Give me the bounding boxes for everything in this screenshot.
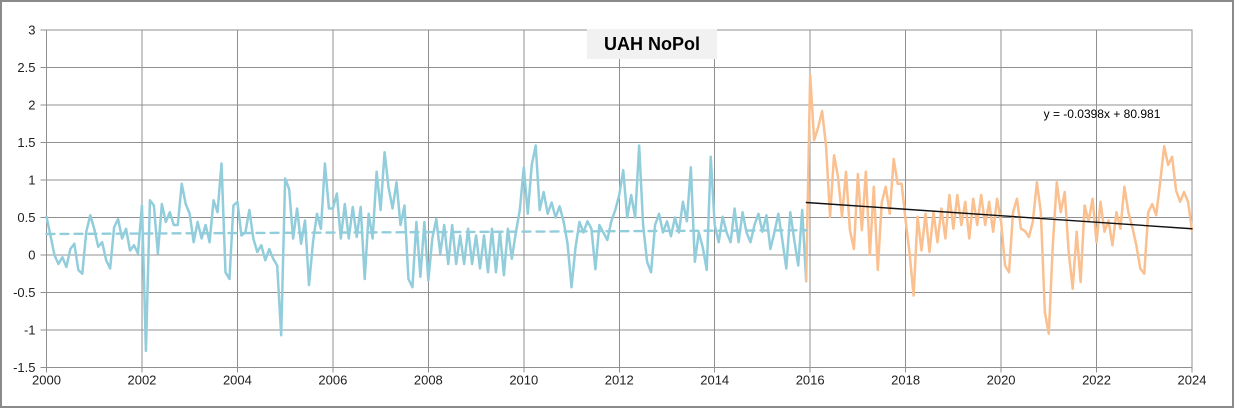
y-tick-label: -0.5 xyxy=(13,285,35,300)
trendline-equation: y = -0.0398x + 80.981 xyxy=(1043,107,1161,121)
trend-linear-2016-2024-line xyxy=(805,201,1193,230)
y-tick-label: 2 xyxy=(28,98,35,113)
x-tick-label: 2000 xyxy=(32,373,61,388)
y-tick-label: -1.5 xyxy=(13,360,35,375)
x-tick-label: 2010 xyxy=(509,373,538,388)
x-tick-label: 2008 xyxy=(414,373,443,388)
y-tick-label: 1 xyxy=(28,173,35,188)
x-tick-label: 2014 xyxy=(700,373,729,388)
x-tick-label: 2012 xyxy=(605,373,634,388)
y-tick-label: 0 xyxy=(28,248,35,263)
uah-nopol-monthly-2000-2015-line xyxy=(45,144,808,353)
y-tick-label: 3 xyxy=(28,23,35,38)
x-tick-label: 2016 xyxy=(796,373,825,388)
x-tick-label: 2024 xyxy=(1178,373,1207,388)
x-tick-label: 2020 xyxy=(987,373,1016,388)
chart-title: UAH NoPol xyxy=(587,29,717,59)
x-tick-label: 2002 xyxy=(127,373,156,388)
uah-nopol-monthly-2016-2024-line xyxy=(804,73,1194,335)
x-tick-label: 2004 xyxy=(223,373,252,388)
y-tick-label: 1.5 xyxy=(17,135,35,150)
x-tick-label: 2006 xyxy=(318,373,347,388)
trend-dashed-2000-2015-line xyxy=(45,229,808,236)
y-tick-label: 0.5 xyxy=(17,210,35,225)
y-tick-label: -1 xyxy=(24,323,36,338)
x-tick-label: 2018 xyxy=(891,373,920,388)
y-tick-label: 2.5 xyxy=(17,60,35,75)
x-tick-label: 2022 xyxy=(1082,373,1111,388)
